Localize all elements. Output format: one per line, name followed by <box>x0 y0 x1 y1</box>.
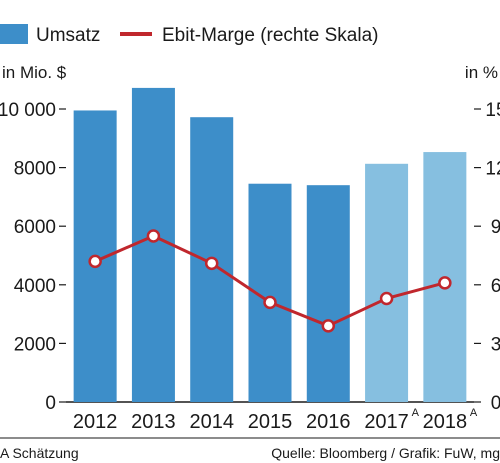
category-label-2012: 2012 <box>73 411 118 433</box>
umsatz-bar-2013 <box>131 87 175 403</box>
left-tick-label: 8000 <box>14 159 56 180</box>
left-axis: 0 2000 4000 6000 8000 10 000 <box>0 100 66 414</box>
left-tick-label: 2000 <box>14 334 56 355</box>
ebit-line-series <box>88 229 452 333</box>
legend-label-umsatz: Umsatz <box>36 25 100 46</box>
category-superscript: A <box>412 407 420 419</box>
ebit-point-2014 <box>204 256 219 271</box>
legend: Umsatz Ebit-Marge (rechte Skala) <box>0 24 378 46</box>
ebit-point-2017 <box>379 291 394 306</box>
ebit-point-2015 <box>263 295 277 310</box>
umsatz-bar-2017 <box>365 163 409 402</box>
right-axis-unit: in % <box>465 63 498 82</box>
right-tick-label: 6 <box>491 276 500 297</box>
legend-label-ebit: Ebit-Marge (rechte Skala) <box>162 25 378 46</box>
source-credit: Quelle: Bloomberg / Grafik: FuW, mg <box>271 445 500 461</box>
left-tick-label: 10 000 <box>0 100 56 121</box>
category-label-2017: 2017 <box>364 411 409 433</box>
right-tick-label: 3 <box>491 334 500 355</box>
category-labels: 2012 2013 2014 2015 2016 2017 A 2018 A <box>73 407 478 433</box>
category-label-2013: 2013 <box>131 411 176 433</box>
right-axis: 0 3 6 9 12 15 <box>474 100 500 414</box>
right-tick-label: 15 <box>485 100 500 121</box>
category-label-2018: 2018 <box>423 411 468 433</box>
ebit-point-2018 <box>438 276 452 290</box>
right-tick-label: 9 <box>491 217 500 238</box>
category-label-2016: 2016 <box>306 411 351 433</box>
left-axis-unit: in Mio. $ <box>2 63 67 82</box>
right-tick-label: 0 <box>491 393 500 414</box>
legend-swatch-umsatz <box>0 24 28 44</box>
umsatz-bar-2016 <box>306 185 350 402</box>
ebit-point-2012 <box>88 254 102 269</box>
footnote: A Schätzung <box>0 445 79 461</box>
category-label-2014: 2014 <box>189 411 234 433</box>
ebit-point-2013 <box>146 229 161 243</box>
category-label-2015: 2015 <box>248 411 293 433</box>
left-tick-label: 6000 <box>14 217 56 238</box>
ebit-point-2016 <box>321 319 336 333</box>
category-superscript: A <box>470 407 478 419</box>
left-tick-label: 4000 <box>14 276 56 297</box>
left-tick-label: 0 <box>45 393 56 414</box>
right-tick-label: 12 <box>485 159 500 180</box>
